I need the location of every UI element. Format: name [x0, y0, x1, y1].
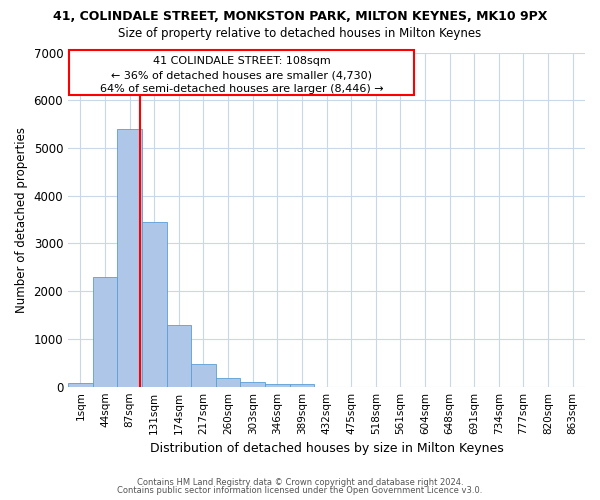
Bar	[117, 129, 142, 386]
Text: Size of property relative to detached houses in Milton Keynes: Size of property relative to detached ho…	[118, 28, 482, 40]
Text: ← 36% of detached houses are smaller (4,730): ← 36% of detached houses are smaller (4,…	[111, 70, 372, 80]
X-axis label: Distribution of detached houses by size in Milton Keynes: Distribution of detached houses by size …	[149, 442, 503, 455]
Bar	[167, 324, 191, 386]
Bar	[142, 222, 167, 386]
Bar	[68, 383, 92, 386]
Y-axis label: Number of detached properties: Number of detached properties	[15, 126, 28, 312]
Text: Contains public sector information licensed under the Open Government Licence v3: Contains public sector information licen…	[118, 486, 482, 495]
Bar	[265, 384, 290, 386]
Text: 64% of semi-detached houses are larger (8,446) →: 64% of semi-detached houses are larger (…	[100, 84, 383, 94]
FancyBboxPatch shape	[69, 50, 414, 96]
Bar	[216, 378, 241, 386]
Bar	[191, 364, 216, 386]
Bar	[290, 384, 314, 386]
Bar	[92, 277, 117, 386]
Bar	[241, 382, 265, 386]
Text: 41, COLINDALE STREET, MONKSTON PARK, MILTON KEYNES, MK10 9PX: 41, COLINDALE STREET, MONKSTON PARK, MIL…	[53, 10, 547, 23]
Text: Contains HM Land Registry data © Crown copyright and database right 2024.: Contains HM Land Registry data © Crown c…	[137, 478, 463, 487]
Text: 41 COLINDALE STREET: 108sqm: 41 COLINDALE STREET: 108sqm	[153, 56, 331, 66]
